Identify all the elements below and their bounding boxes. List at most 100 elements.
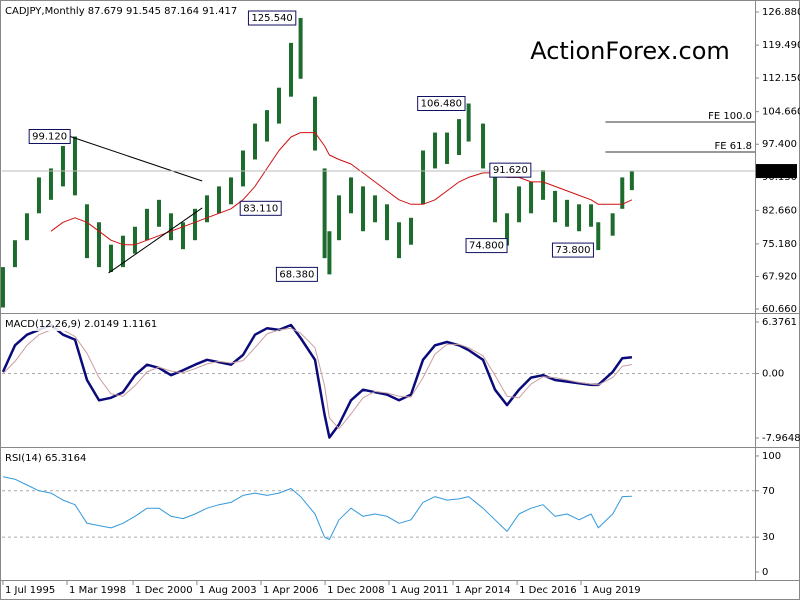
y-tick-label: 30 — [762, 532, 775, 543]
price-bar — [541, 170, 546, 200]
x-tick-label: 1 Mar 1998 — [69, 585, 126, 596]
price-bar — [577, 204, 582, 232]
price-bar — [253, 123, 258, 160]
price-bar — [60, 146, 65, 187]
y-tick-label: 97.400 — [762, 139, 797, 150]
annotation-label: 83.110 — [243, 203, 278, 214]
annotation-label: 99.120 — [32, 132, 67, 143]
annotation-label: 91.620 — [493, 165, 528, 176]
y-tick-label: 6.3761 — [762, 317, 797, 328]
price-bar — [433, 132, 438, 169]
price-bar — [313, 96, 318, 151]
price-bar — [265, 110, 270, 142]
x-tick-label: 1 Apr 2006 — [263, 585, 318, 596]
chart-title: CADJPY,Monthly 87.679 91.545 87.164 91.4… — [5, 6, 237, 17]
price-bar — [553, 190, 558, 223]
price-bar — [529, 181, 534, 214]
price-bar — [397, 222, 402, 259]
annotation-label: 74.800 — [469, 241, 504, 252]
annotation-box — [28, 129, 71, 145]
price-bar — [240, 150, 245, 187]
x-tick-label: 1 Aug 2011 — [391, 585, 449, 596]
price-bar — [596, 222, 601, 251]
title-background — [3, 451, 89, 465]
price-bar — [228, 177, 233, 205]
y-tick-label: 0 — [762, 567, 768, 578]
price-bar — [481, 123, 486, 169]
indicator-line — [1, 323, 633, 439]
price-bar — [517, 186, 522, 223]
indicator-line — [2, 476, 632, 540]
price-bar — [277, 87, 282, 124]
fe-label: FE 100.0 — [708, 111, 752, 122]
price-bar — [72, 136, 77, 196]
y-tick-label: 112.150 — [762, 73, 800, 84]
price-bar — [610, 213, 615, 236]
x-tick-label: 1 Dec 2016 — [519, 585, 577, 596]
price-bar — [589, 204, 594, 227]
price-bar — [216, 186, 221, 214]
price-bar — [327, 231, 332, 275]
price-bar — [421, 150, 426, 205]
annotation-box — [465, 238, 508, 254]
price-bar — [385, 204, 390, 241]
price-bar — [108, 244, 113, 273]
indicator-line — [2, 327, 632, 430]
annotation-box — [417, 95, 466, 111]
indicator-title: MACD(12,26,9) 2.0149 1.1161 — [5, 319, 157, 330]
price-bar — [620, 177, 625, 209]
last-price-label: 91.417 — [762, 166, 797, 177]
price-bar — [409, 217, 414, 245]
price-bar — [48, 168, 53, 200]
price-bar — [156, 199, 161, 227]
price-bar — [493, 168, 498, 223]
annotation-label: 125.540 — [251, 13, 292, 24]
y-tick-label: 67.920 — [762, 271, 797, 282]
trendline — [108, 207, 203, 274]
last-price-box — [756, 164, 797, 179]
y-tick-label: -7.9648 — [762, 433, 800, 444]
price-bar — [361, 186, 366, 232]
annotation-label: 68.380 — [279, 269, 314, 280]
price-bar — [337, 195, 342, 241]
watermark: ActionForex.com — [530, 37, 730, 65]
price-bar — [192, 208, 197, 241]
price-bar — [84, 204, 89, 259]
price-bar — [12, 240, 17, 268]
annotation-box — [275, 266, 318, 282]
annotation-label: 106.480 — [421, 98, 462, 109]
price-bar — [180, 222, 185, 250]
x-tick-label: 1 Dec 2008 — [327, 585, 385, 596]
price-bar — [445, 132, 450, 164]
moving-average — [50, 132, 633, 246]
price-bar — [96, 222, 101, 268]
fe-label: FE 61.8 — [714, 141, 752, 152]
price-bar — [144, 208, 149, 241]
annotation-box — [551, 242, 594, 258]
y-tick-label: 70 — [762, 486, 775, 497]
price-bar — [36, 177, 41, 214]
y-tick-label: 60.660 — [762, 304, 797, 315]
x-tick-label: 1 Jul 1995 — [5, 585, 55, 596]
price-bar — [505, 213, 510, 246]
y-tick-label: 75.180 — [762, 239, 797, 250]
price-bar — [24, 213, 29, 241]
indicator-title: RSI(14) 65.3164 — [5, 453, 86, 464]
price-bar — [466, 103, 471, 142]
y-tick-label: 119.490 — [762, 40, 800, 51]
price-bar — [457, 119, 462, 155]
y-tick-label: 126.880 — [762, 7, 800, 18]
y-tick-label: 82.660 — [762, 205, 797, 216]
price-bar — [289, 42, 294, 97]
annotation-box — [239, 200, 282, 216]
price-bar — [132, 226, 137, 254]
y-tick-label: 100 — [762, 451, 781, 462]
price-bar — [204, 195, 209, 223]
price-bar — [0, 267, 5, 308]
x-tick-label: 1 Dec 2000 — [135, 585, 193, 596]
y-tick-label: 0.00 — [762, 369, 784, 380]
title-background — [3, 317, 160, 331]
y-tick-label: 104.660 — [762, 107, 800, 118]
